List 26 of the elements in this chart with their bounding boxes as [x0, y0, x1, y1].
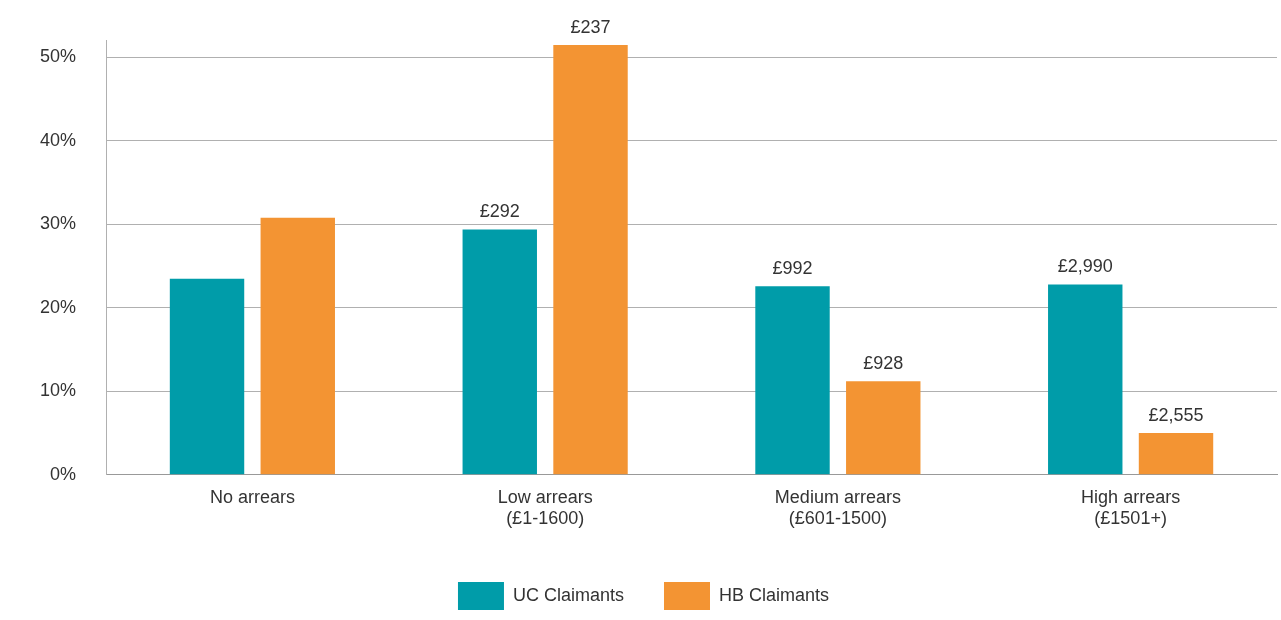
bar [462, 229, 537, 475]
y-tick-label: 20% [40, 296, 77, 317]
bar [1138, 433, 1214, 475]
annotation: £2,555 [1148, 405, 1204, 426]
annotation: £292 [479, 201, 520, 222]
bar [169, 278, 245, 475]
y-tick-label: 30% [40, 213, 77, 234]
annotation: £928 [863, 353, 904, 374]
x-tick-label: No arrears [209, 486, 295, 507]
y-tick-label: 0% [50, 463, 77, 484]
bar [553, 44, 628, 475]
legend-label: UC Claimants [512, 584, 624, 605]
legend-label: HB Claimants [719, 584, 830, 605]
x-tick-label: High arrears (£1501+) [1081, 486, 1181, 529]
bar [1048, 284, 1123, 475]
bar [260, 217, 335, 475]
y-tick-label: 50% [40, 46, 77, 67]
bar [755, 286, 830, 475]
bar [846, 381, 921, 475]
y-tick-label: 40% [40, 129, 77, 150]
text: £237 [570, 16, 611, 37]
y-tick-label: 10% [40, 380, 77, 401]
annotation: £992 [772, 258, 813, 279]
x-tick-label: Low arrears (£1-1600) [497, 486, 593, 529]
annotation: £2,990 [1057, 256, 1113, 277]
x-tick-label: Medium arrears (£601-1500) [774, 486, 901, 529]
